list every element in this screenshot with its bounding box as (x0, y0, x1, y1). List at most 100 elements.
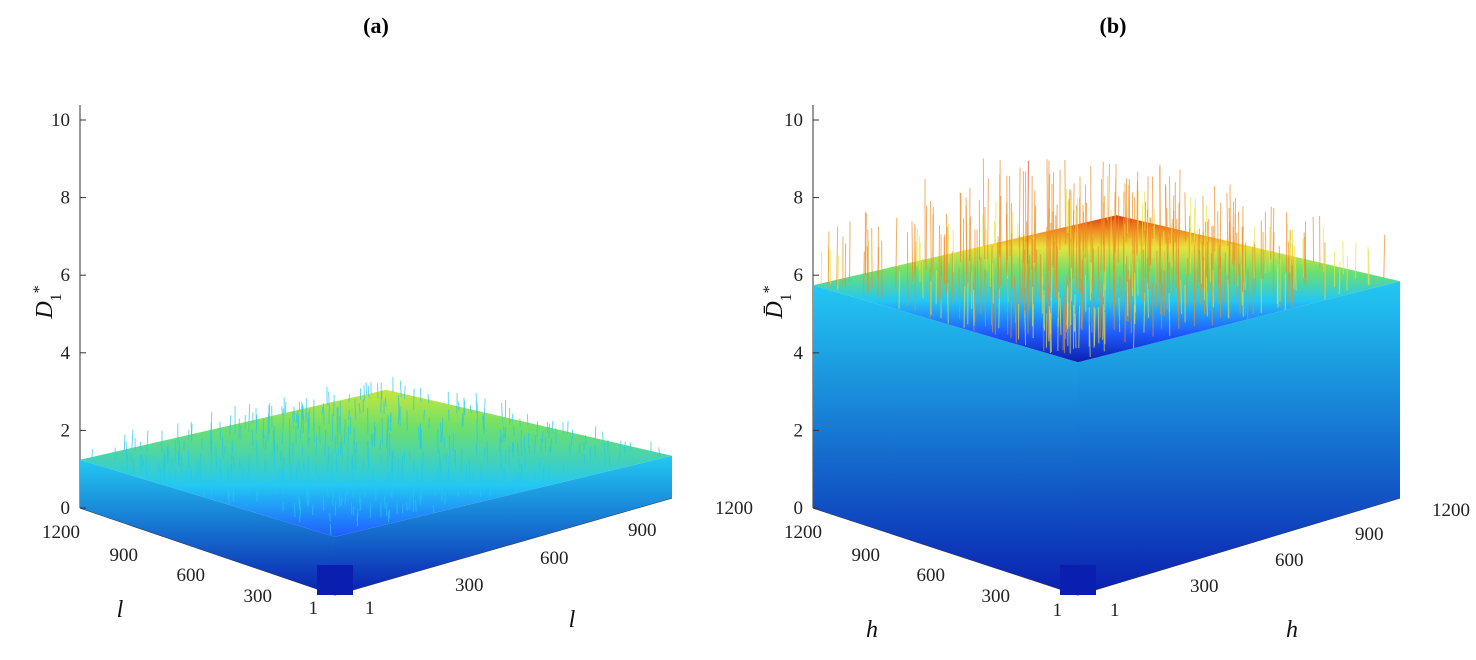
surface-spike (1152, 225, 1155, 259)
surface-spike (911, 221, 914, 282)
surface-spike (469, 405, 472, 414)
surface-spike (408, 494, 411, 510)
surface-spike (867, 229, 869, 292)
surface-spike (958, 268, 961, 320)
surface-spike (1078, 231, 1081, 306)
panel-b: (b) 02468101300600900120013006009001200 … (761, 13, 1471, 643)
surface-spike (227, 468, 230, 487)
surface-spike (844, 243, 847, 289)
surface-spike (476, 420, 478, 442)
surface-spike (251, 429, 254, 447)
surface-spike (210, 442, 213, 468)
z-tick-label: 6 (794, 265, 804, 286)
surface-spike (1205, 205, 1208, 242)
surface-spike (221, 436, 224, 459)
surface-spike (963, 285, 966, 328)
surface-spike (1175, 218, 1178, 289)
surface-spike (1155, 240, 1157, 285)
surface-spike (503, 426, 505, 438)
surface-spike (372, 433, 374, 448)
surface-spike (1224, 252, 1226, 303)
z-tick-label: 0 (61, 498, 71, 519)
surface-spike (1126, 198, 1129, 234)
surface-corner-pit (1060, 565, 1096, 595)
x-tick-label: 900 (628, 520, 657, 541)
surface-spike (1128, 238, 1131, 280)
surface-spike (1050, 265, 1053, 301)
surface-spike (608, 455, 611, 469)
surface-spike (938, 225, 940, 298)
surface-spike (457, 485, 459, 497)
surface-spike (837, 255, 840, 290)
surface-spike (976, 229, 979, 296)
surface-spike (379, 440, 382, 450)
surface-a (80, 377, 672, 595)
surface-spike (226, 484, 229, 499)
surface-spike (387, 472, 390, 488)
surface-spike (441, 418, 444, 443)
surface-left-wall (80, 459, 335, 595)
surface-spike (146, 430, 149, 452)
surface-spike (1136, 171, 1139, 256)
surface-spike (229, 415, 232, 427)
surface-spike (362, 460, 365, 469)
y-tick-label: 1200 (784, 522, 822, 543)
z-tick-label: 4 (794, 343, 804, 364)
surface-spike (1383, 234, 1386, 281)
surface-spike (423, 409, 426, 420)
surface-spike (367, 385, 370, 398)
surface-spike (130, 465, 133, 475)
surface-spike (403, 386, 406, 400)
surface-spike (1346, 256, 1348, 291)
surface-spike (177, 450, 180, 466)
surface-spike (562, 464, 565, 473)
surface-spike (1073, 294, 1076, 332)
surface-spike (190, 421, 193, 443)
surface-spike (324, 430, 327, 458)
surface-spike (1074, 211, 1077, 254)
surface-spike (1011, 212, 1014, 256)
surface-spike (1108, 232, 1111, 308)
surface-spike (1059, 297, 1062, 336)
surface-spike (247, 473, 250, 493)
surface-spike (406, 501, 408, 512)
surface-spike (374, 427, 377, 442)
surface-spike (1198, 249, 1201, 305)
surface-spike (346, 485, 349, 495)
surface-spike (1133, 304, 1135, 349)
surface-spike (1108, 164, 1110, 226)
surface-spike (499, 449, 502, 469)
surface-spike (201, 438, 203, 449)
surface-spike (1124, 289, 1127, 343)
surface-spike (401, 468, 403, 484)
surface-spike (381, 417, 384, 444)
surface-spike (1270, 206, 1272, 260)
surface-spike (1234, 213, 1236, 266)
surface-spike (329, 523, 332, 535)
surface-spike (972, 289, 975, 326)
surface-spike (256, 452, 258, 467)
surface-spike (1017, 223, 1019, 257)
surface-spike (358, 403, 361, 414)
surface-spike (336, 433, 339, 445)
surface-spike (448, 409, 450, 421)
surface-spike (1322, 227, 1325, 272)
surface-spike (1069, 276, 1071, 323)
surface-spike (526, 413, 529, 426)
x-tick-label: 600 (540, 548, 569, 569)
surface-spike (339, 435, 342, 455)
surface-spike (1064, 159, 1067, 245)
surface-spike (578, 443, 581, 455)
surface-spike (448, 475, 451, 491)
surface-spike (489, 475, 491, 497)
surface-spike (163, 449, 165, 470)
surface-spike (1166, 208, 1168, 261)
surface-spike (420, 465, 423, 479)
surface-spike (178, 439, 181, 460)
surface-spike (388, 509, 391, 519)
surface-spike (302, 404, 304, 421)
surface-spike (1103, 219, 1106, 272)
surface-spike (185, 470, 188, 484)
y-tick-label: 600 (177, 565, 206, 586)
surface-spike (1047, 160, 1050, 240)
